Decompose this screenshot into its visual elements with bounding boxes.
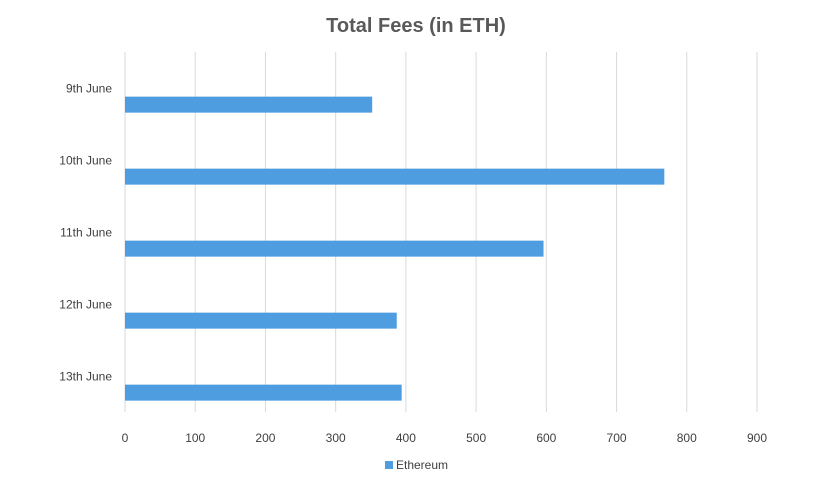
x-tick-label: 600	[536, 431, 556, 445]
x-tick-label: 100	[185, 431, 205, 445]
bar	[125, 168, 665, 185]
bar	[125, 96, 373, 113]
x-tick-label: 900	[747, 431, 767, 445]
legend: Ethereum	[385, 458, 448, 472]
bars	[125, 96, 665, 401]
y-tick-label: 10th June	[59, 154, 112, 168]
x-tick-label: 700	[607, 431, 627, 445]
y-tick-label: 12th June	[59, 298, 112, 312]
legend-label: Ethereum	[396, 458, 448, 472]
x-tick-label: 400	[396, 431, 416, 445]
y-axis-labels: 9th June 10th June 11th June 12th June 13th …	[59, 82, 112, 384]
y-tick-label: 13th June	[59, 370, 112, 384]
y-tick-label: 9th June	[66, 82, 112, 96]
x-tick-label: 300	[326, 431, 346, 445]
y-tick-label: 11th June	[60, 226, 112, 240]
legend-swatch	[385, 461, 393, 469]
chart-title: Total Fees (in ETH)	[326, 15, 506, 37]
x-tick-label: 500	[466, 431, 486, 445]
x-tick-label: 0	[122, 431, 129, 445]
x-tick-label: 800	[677, 431, 697, 445]
x-tick-label: 200	[255, 431, 275, 445]
bar	[125, 384, 402, 401]
bar	[125, 240, 544, 257]
x-axis-labels: 0 100 200 300 400 500 600 700 800 900	[122, 431, 768, 445]
bar	[125, 312, 397, 329]
